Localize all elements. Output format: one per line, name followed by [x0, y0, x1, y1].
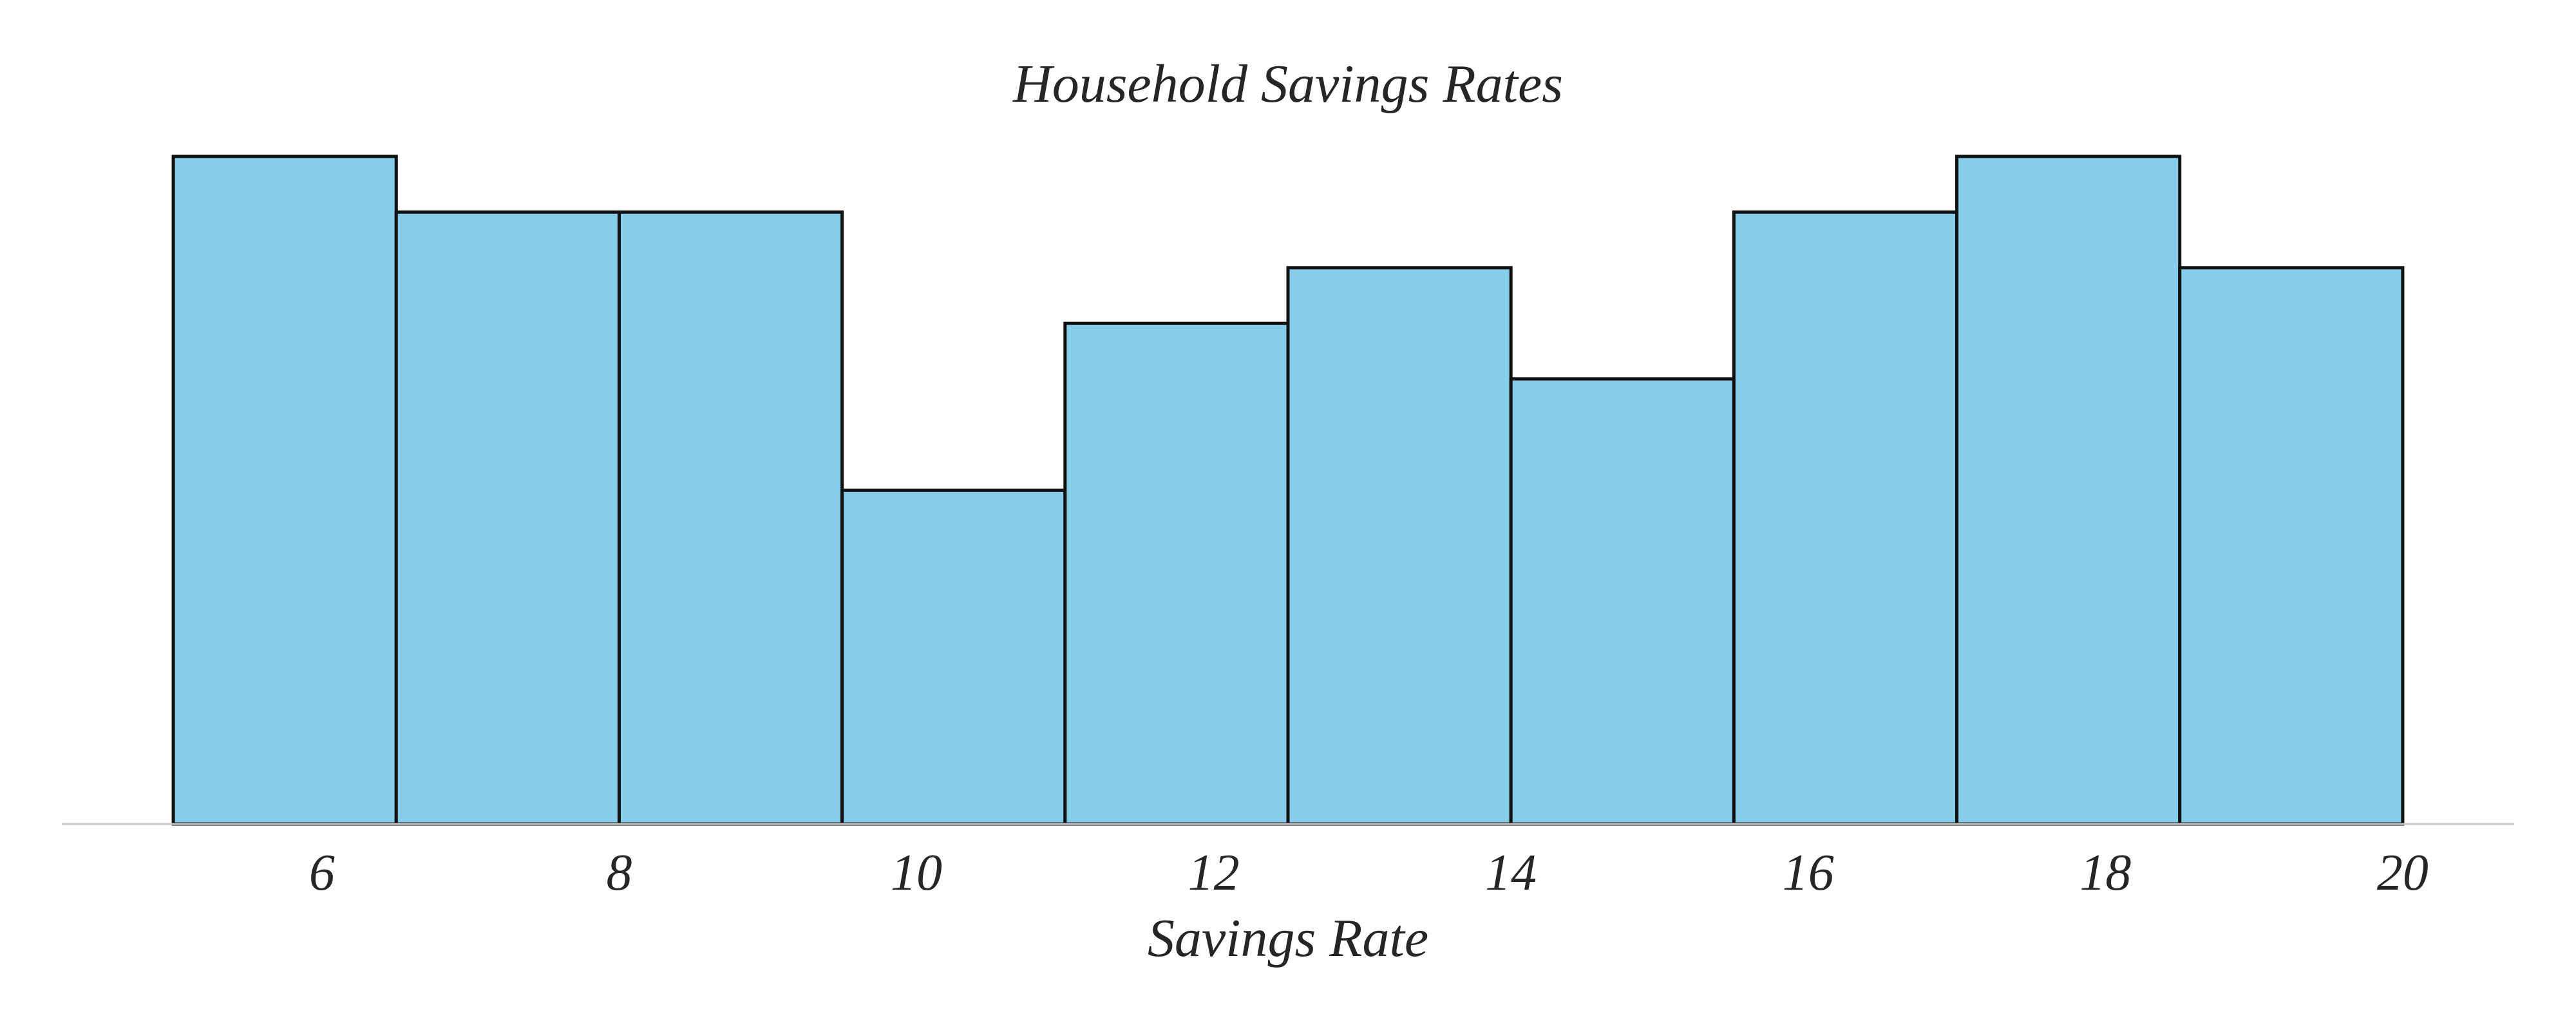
x-tick-label: 18: [2079, 845, 2131, 901]
x-tick-labels: 6 8 10 12 14 16 18 20: [309, 845, 2429, 901]
histogram-bar: [1509, 377, 1736, 826]
histogram-bar: [394, 210, 621, 826]
x-tick-label: 16: [1783, 845, 1834, 901]
histogram-bar: [1732, 210, 1959, 826]
x-tick-label: 10: [891, 845, 942, 901]
histogram-bar: [617, 210, 844, 826]
x-tick-label: 8: [606, 845, 632, 901]
x-tick-label: 14: [1485, 845, 1537, 901]
histogram-bar: [2178, 266, 2405, 826]
x-tick-label: 6: [309, 845, 335, 901]
chart-title: Household Savings Rates: [1012, 54, 1563, 114]
x-axis-label: Savings Rate: [1148, 908, 1428, 968]
histogram-bar: [1955, 154, 2182, 826]
histogram-bar: [171, 154, 398, 826]
histogram-bar: [840, 489, 1067, 826]
x-tick-label: 12: [1188, 845, 1240, 901]
bars-group: [171, 154, 2405, 826]
x-tick-label: 20: [2377, 845, 2429, 901]
histogram-bar: [1063, 321, 1290, 826]
histogram-bar: [1286, 266, 1513, 826]
